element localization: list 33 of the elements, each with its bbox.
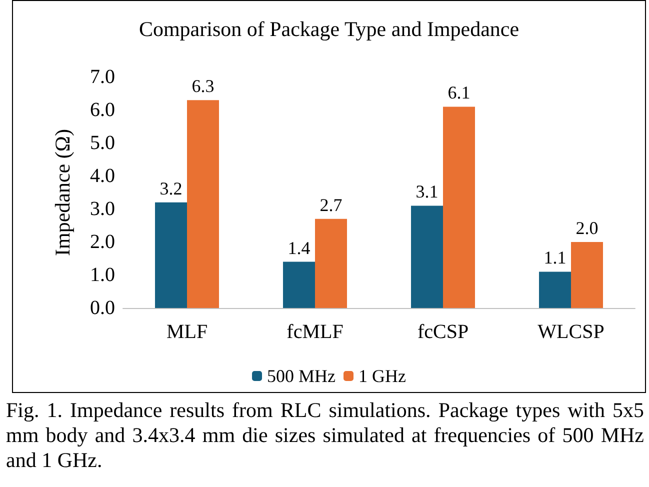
legend-label: 500 MHz [267,366,336,386]
legend-label: 1 GHz [358,366,406,386]
y-tick-label: 1.0 [90,264,115,286]
y-tick-label: 7.0 [90,66,115,88]
data-label: 3.1 [416,182,438,202]
chart-title: Comparison of Package Type and Impedance [138,17,520,41]
data-label: 6.1 [448,82,470,103]
y-tick-label: 3.0 [90,198,115,220]
data-label: 3.2 [160,178,182,198]
bar [155,202,187,308]
x-tick-label: WLCSP [538,321,604,343]
caption: Fig. 1. Impedance results from RLC simulations. Package types with 5x5 mm body and 3.4x3.4 mm die sizes simulated at frequencies of 500 MHz and 1 GHz. [6,398,644,473]
x-tick-label: MLF [166,321,208,343]
data-label: 1.1 [544,248,566,268]
x-tick-label: fcCSP [417,321,469,343]
data-label: 2.7 [320,194,342,215]
y-tick-label: 0.0 [90,297,115,319]
y-tick-label: 2.0 [90,231,115,253]
bar [539,272,571,308]
bar [571,242,603,308]
y-tick-label: 5.0 [90,132,115,154]
bar [443,106,475,308]
data-label: 6.3 [192,76,214,96]
x-tick-label: fcMLF [286,321,344,343]
bar [315,218,347,308]
bar [283,262,315,308]
data-label: 1.4 [288,238,310,258]
data-label: 2.0 [576,218,598,238]
y-tick-label: 4.0 [90,165,115,187]
y-tick-label: 6.0 [90,99,115,121]
bar [187,100,219,308]
bar [411,206,443,308]
y-axis-title: Impedance (Ω) [50,129,74,256]
